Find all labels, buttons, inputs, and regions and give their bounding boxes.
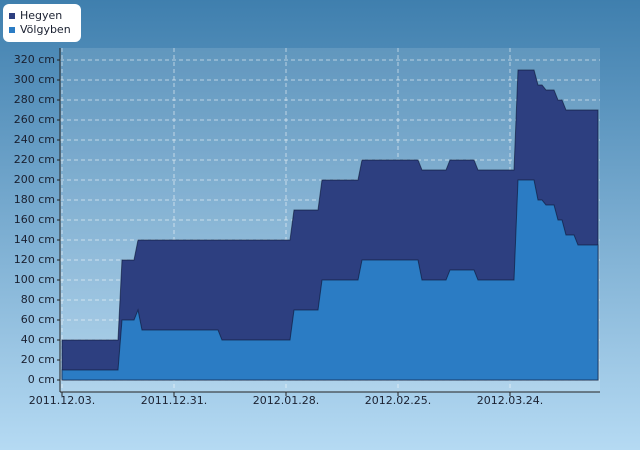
y-tick-label: 260 cm xyxy=(14,113,55,126)
legend-label: Völgyben xyxy=(20,23,71,36)
legend-swatch xyxy=(9,13,15,19)
y-tick-label: 160 cm xyxy=(14,213,55,226)
y-tick-label: 80 cm xyxy=(21,293,55,306)
x-tick-label: 2012.01.28. xyxy=(253,394,319,407)
legend-box xyxy=(3,4,81,42)
y-tick-label: 300 cm xyxy=(14,73,55,86)
y-tick-label: 0 cm xyxy=(28,373,55,386)
x-tick-label: 2011.12.31. xyxy=(141,394,207,407)
y-tick-label: 140 cm xyxy=(14,233,55,246)
y-tick-label: 40 cm xyxy=(21,333,55,346)
y-tick-label: 120 cm xyxy=(14,253,55,266)
x-tick-label: 2012.03.24. xyxy=(477,394,543,407)
y-tick-label: 280 cm xyxy=(14,93,55,106)
x-tick-label: 2012.02.25. xyxy=(365,394,431,407)
x-tick-label: 2011.12.03. xyxy=(29,394,95,407)
y-tick-label: 60 cm xyxy=(21,313,55,326)
y-tick-label: 100 cm xyxy=(14,273,55,286)
area xyxy=(61,179,599,381)
legend-label: Hegyen xyxy=(20,9,62,22)
y-tick-label: 20 cm xyxy=(21,353,55,366)
legend-swatch xyxy=(9,27,15,33)
y-tick-label: 240 cm xyxy=(14,133,55,146)
y-tick-label: 320 cm xyxy=(14,53,55,66)
y-tick-label: 180 cm xyxy=(14,193,55,206)
y-tick-label: 200 cm xyxy=(14,173,55,186)
y-tick-label: 220 cm xyxy=(14,153,55,166)
